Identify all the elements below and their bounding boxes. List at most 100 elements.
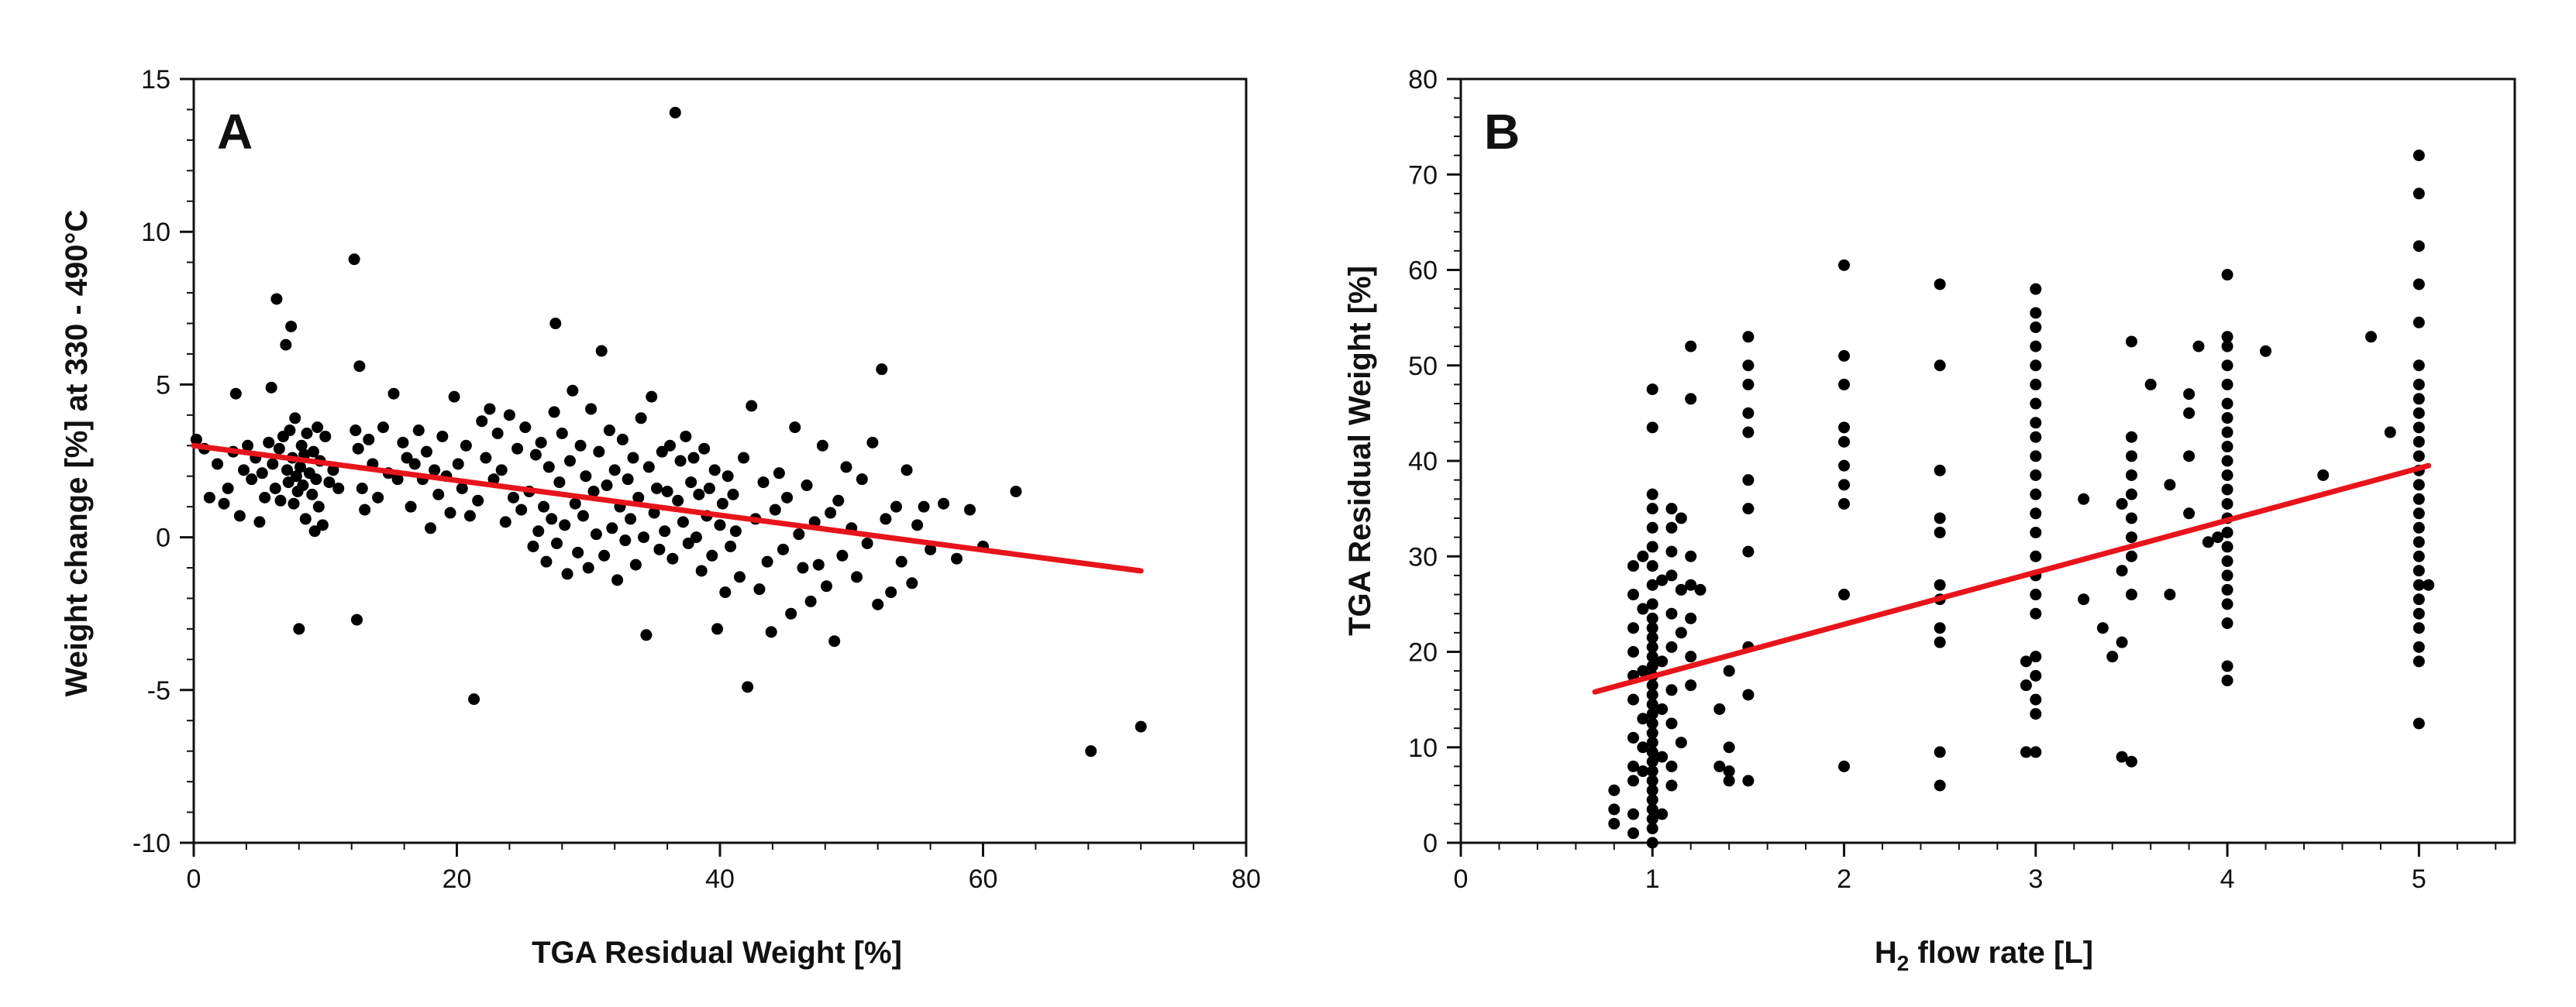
panel-b-data-point bbox=[2221, 541, 2233, 553]
panel-b-data-point bbox=[1646, 794, 1658, 806]
panel-b-data-point bbox=[1713, 760, 1726, 772]
panel-b-data-point bbox=[2412, 521, 2425, 534]
panel-b-data-point bbox=[1675, 737, 1687, 749]
panel-a-data-point bbox=[680, 430, 692, 442]
panel-b-x-axis-title-subscript: 2 bbox=[1897, 951, 1910, 975]
panel-b-data-point bbox=[1685, 612, 1697, 624]
panel-a-data-point bbox=[448, 390, 460, 403]
panel-b-data-point bbox=[2412, 579, 2425, 591]
panel-b-data-point bbox=[2221, 441, 2233, 453]
panel-b-data-point bbox=[1627, 731, 1640, 744]
panel-b-data-point bbox=[1608, 817, 1620, 830]
panel-a-data-point bbox=[619, 534, 632, 547]
panel-b-data-point bbox=[1838, 479, 1851, 491]
panel-a-data-point bbox=[269, 482, 281, 494]
panel-a-data-point bbox=[551, 537, 563, 549]
panel-b-data-point bbox=[1637, 603, 1649, 615]
panel-a-data-point bbox=[773, 467, 785, 479]
panel-b-data-point bbox=[2221, 497, 2233, 510]
panel-a-data-point bbox=[290, 470, 302, 483]
panel-b-data-point bbox=[1838, 459, 1851, 472]
panel-b-data-point bbox=[2125, 589, 2137, 601]
panel-a-data-point bbox=[274, 494, 287, 507]
panel-b-data-point bbox=[2030, 321, 2042, 333]
panel-b-data-point bbox=[2144, 378, 2157, 390]
panel-b-data-point bbox=[1646, 560, 1658, 572]
panel-b-data-point bbox=[2412, 435, 2425, 448]
panel-b-data-point bbox=[2221, 569, 2233, 582]
panel-a-data-point bbox=[460, 439, 472, 452]
panel-b-data-point bbox=[1934, 622, 1946, 634]
panel-a-data-point bbox=[590, 528, 602, 541]
panel-b-data-point bbox=[2412, 655, 2425, 668]
panel-a-data-point bbox=[1010, 485, 1022, 497]
panel-a-data-point bbox=[229, 387, 242, 400]
panel-a-data-point bbox=[535, 436, 547, 449]
panel-a-data-point bbox=[801, 479, 813, 492]
panel-b-data-point bbox=[1646, 651, 1658, 663]
panel-a-data-point bbox=[640, 629, 653, 641]
panel-b-data-point bbox=[1742, 775, 1755, 787]
panel-b-x-axis-title-main: H bbox=[1875, 936, 1897, 970]
panel-b-data-point bbox=[2030, 589, 2042, 601]
panel-a-data-point bbox=[556, 428, 568, 440]
panel-b-data-point bbox=[1646, 679, 1658, 692]
panel-a-data-point bbox=[456, 482, 468, 494]
panel-a-data-point bbox=[651, 482, 663, 494]
panel-b-data-point bbox=[2221, 426, 2233, 438]
panel-b-data-point bbox=[2116, 751, 2128, 763]
panel-b-data-point bbox=[2030, 693, 2042, 706]
panel-b-data-point bbox=[1646, 823, 1658, 835]
panel-b-data-point bbox=[2030, 378, 2042, 390]
panel-a-x-tick-label: 60 bbox=[969, 864, 998, 894]
panel-b-data-point bbox=[2412, 479, 2425, 491]
panel-a-data-point bbox=[611, 574, 624, 586]
panel-a-data-point bbox=[463, 510, 476, 522]
panel-a-data-point bbox=[601, 479, 613, 492]
panel-b-data-point bbox=[1685, 340, 1697, 352]
panel-b-data-point bbox=[1646, 579, 1658, 591]
panel-a-data-point bbox=[401, 452, 413, 464]
panel-a-data-point bbox=[598, 549, 611, 562]
panel-a-data-point bbox=[348, 253, 360, 266]
panel-b-data-point bbox=[1665, 607, 1678, 620]
panel-b-data-point bbox=[2030, 607, 2042, 620]
panel-a-data-point bbox=[503, 409, 515, 421]
panel-a-data-point bbox=[203, 491, 215, 504]
panel-b-data-point bbox=[1656, 751, 1669, 763]
panel-b-data-point bbox=[2412, 316, 2425, 328]
panel-a-data-point bbox=[242, 439, 254, 452]
panel-b-data-point bbox=[1637, 741, 1649, 754]
panel-a-data-point bbox=[323, 476, 336, 489]
panel-a-data-point bbox=[690, 531, 702, 544]
panel-a-data-point bbox=[476, 415, 488, 428]
panel-b-data-point bbox=[1646, 813, 1658, 825]
panel-b-data-point bbox=[2125, 469, 2137, 481]
panel-b-data-point bbox=[1608, 803, 1620, 816]
panel-a-data-point bbox=[420, 445, 432, 458]
panel-a-data-point bbox=[925, 543, 937, 555]
panel-b-data-point bbox=[1627, 622, 1640, 634]
panel-b-data-point bbox=[1685, 393, 1697, 405]
panel-b-data-point bbox=[1627, 589, 1640, 601]
panel-a-data-point bbox=[836, 549, 849, 562]
panel-b-data-point bbox=[1656, 808, 1669, 820]
panel-a-data-point bbox=[851, 571, 863, 583]
panel-b-data-point bbox=[1665, 569, 1678, 582]
panel-b-data-point bbox=[2096, 622, 2109, 634]
panel-a-data-point bbox=[246, 473, 258, 486]
panel-a-data-point bbox=[294, 461, 306, 473]
panel-b-data-point bbox=[1646, 755, 1658, 768]
panel-a-data-point bbox=[585, 403, 598, 415]
panel-b-data-point bbox=[1627, 693, 1640, 706]
panel-b-data-point bbox=[2116, 636, 2128, 648]
panel-a-data-point bbox=[519, 421, 532, 434]
panel-a-data-point bbox=[769, 504, 781, 516]
panel-a-data-point bbox=[663, 439, 676, 452]
panel-a-data-point bbox=[425, 522, 437, 534]
panel-b-data-point bbox=[2412, 278, 2425, 290]
panel-a-data-point bbox=[391, 473, 404, 486]
panel-b-data-point bbox=[1723, 741, 1735, 754]
panel-b-data-point bbox=[2125, 512, 2137, 524]
panel-a-data-point bbox=[890, 500, 902, 513]
